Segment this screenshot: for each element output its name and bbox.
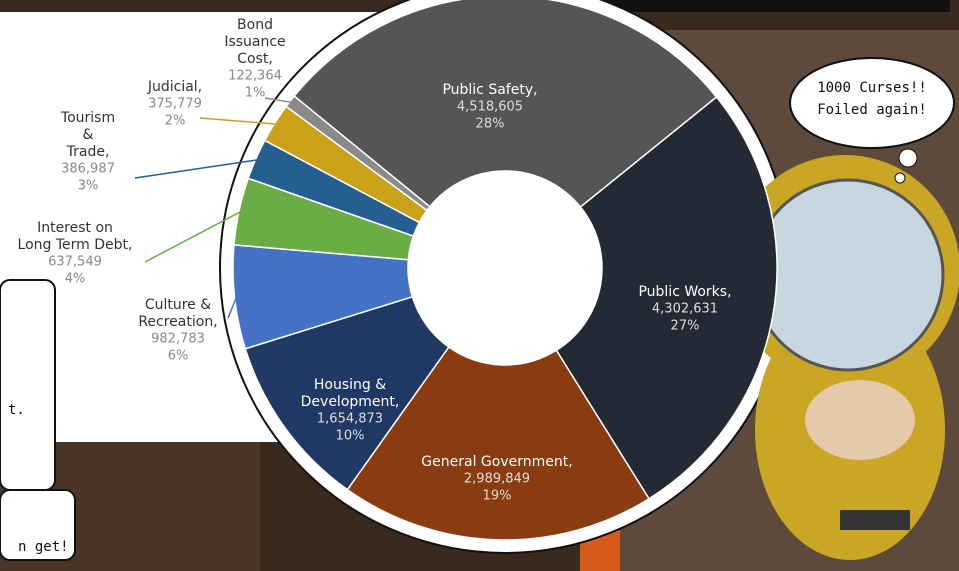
slice-label-line: Issuance: [224, 34, 285, 50]
value-label: 2,989,849: [464, 472, 530, 487]
slice-label-line: Tourism: [60, 110, 115, 126]
value-label: 375,779: [148, 97, 202, 112]
value-label: 4,518,605: [457, 100, 523, 115]
percent-label: 2%: [165, 114, 186, 129]
percent-label: 27%: [671, 319, 700, 334]
leader-line: [199, 117, 277, 125]
body: [805, 380, 915, 460]
slice: [244, 295, 450, 491]
belt: [840, 510, 910, 530]
slice-label-line: Interest on: [37, 220, 113, 236]
percent-label: 10%: [336, 429, 365, 444]
slice: [285, 95, 431, 212]
slice-label-line: Long Term Debt,: [18, 237, 133, 253]
slice: [293, 0, 718, 209]
thought-dot: [898, 148, 918, 168]
fragment-text: t.: [8, 402, 25, 418]
slice-label-line: Recreation,: [138, 314, 217, 330]
value-label: 386,987: [61, 162, 115, 177]
slice-label-line: Development,: [301, 394, 400, 410]
slice-label-line: Public Works,: [638, 284, 731, 300]
slice-label-line: Judicial,: [147, 79, 202, 95]
fragment-text: n get!: [18, 539, 69, 555]
slice-label-line: Culture &: [145, 297, 211, 313]
slice-label: Culture & Recreation,: [138, 297, 217, 330]
bubble-text: Foiled again!: [817, 102, 927, 118]
slice-label: Interest on Long Term Debt,: [18, 220, 133, 253]
leader-line: [134, 159, 258, 179]
value-label: 982,783: [151, 332, 205, 347]
thought-dot: [894, 172, 906, 184]
slice-label-line: General Government,: [421, 454, 572, 470]
value-label: 1,654,873: [317, 412, 383, 427]
slice-label-line: Housing &: [314, 377, 386, 393]
slice: [346, 345, 651, 541]
slice-label: Judicial,: [147, 79, 202, 95]
leader-line: [227, 296, 238, 319]
slice-label-line: Cost,: [237, 51, 273, 67]
visor: [751, 178, 945, 372]
slice-label: Tourism & Trade,: [60, 110, 115, 160]
percent-label: 4%: [65, 272, 86, 287]
slice-label-line: Bond: [237, 17, 273, 33]
side-bubble: [0, 279, 56, 491]
slice-label: General Government,: [421, 454, 572, 470]
slice-label: Public Works,: [638, 284, 731, 300]
value-label: 122,364: [228, 69, 282, 84]
slice-label: Bond Issuance Cost,: [224, 17, 285, 67]
bubble-text: 1000 Curses!!: [817, 80, 927, 96]
leader-line: [144, 210, 242, 263]
percent-label: 19%: [483, 489, 512, 504]
slice-label: Housing & Development,: [301, 377, 400, 410]
astronaut: [730, 155, 959, 560]
slice-label-line: &: [83, 127, 94, 143]
value-label: 4,302,631: [652, 302, 718, 317]
slice-label: Public Safety,: [442, 82, 537, 98]
percent-label: 3%: [78, 179, 99, 194]
bottom-bubble: [0, 489, 76, 561]
value-label: 637,549: [48, 255, 102, 270]
percent-label: 1%: [245, 86, 266, 101]
slice: [555, 95, 778, 500]
slice-label-line: Public Safety,: [442, 82, 537, 98]
percent-label: 28%: [476, 117, 505, 132]
percent-label: 6%: [168, 349, 189, 364]
leader-line: [264, 97, 292, 104]
thought-bubble: [789, 57, 955, 149]
slice-label-line: Trade,: [66, 144, 110, 160]
